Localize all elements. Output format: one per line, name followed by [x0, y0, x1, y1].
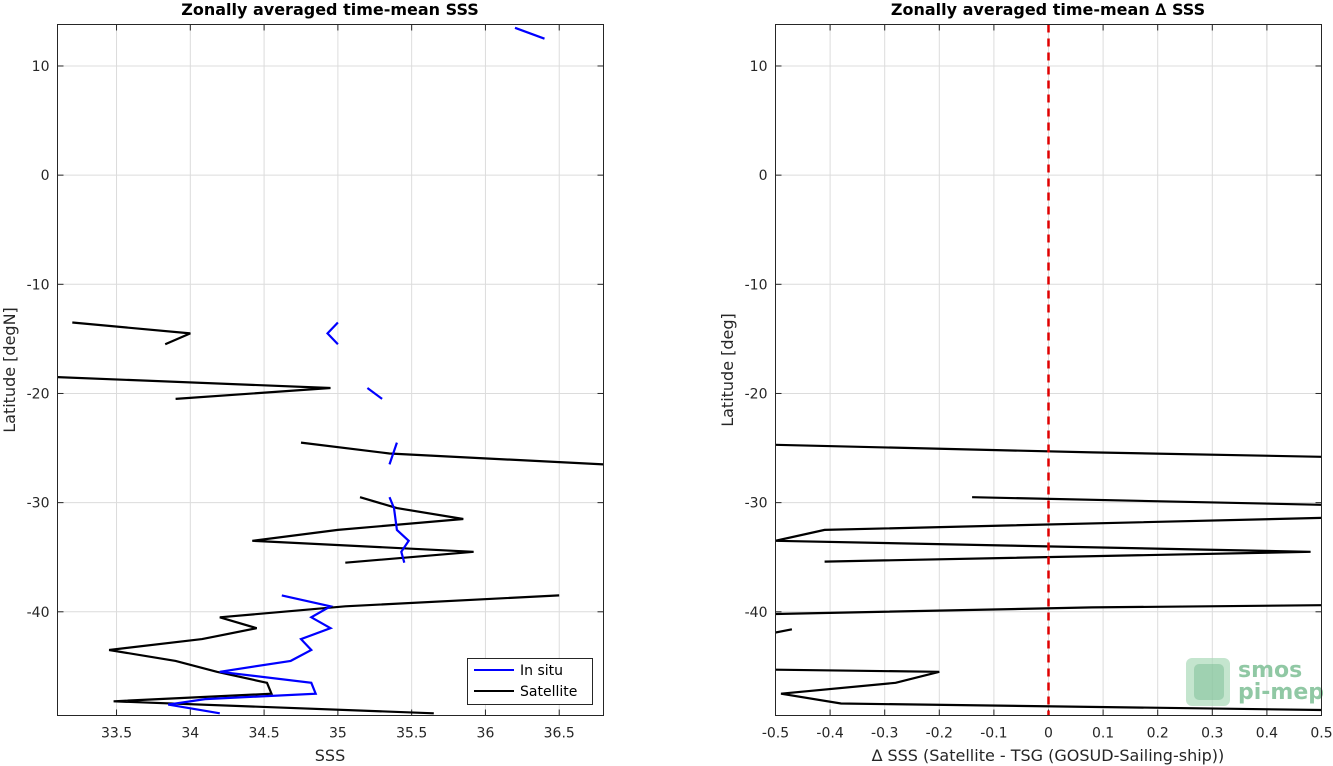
- delta-sss-y-ticks: -40 -30 -20 -10 0 10: [745, 59, 1322, 621]
- delta-sss-y-tick-label: 0: [759, 168, 768, 184]
- delta-sss-lines: [775, 443, 1322, 712]
- delta-sss-series-line: [775, 516, 1322, 563]
- delta-sss-series-line: [775, 668, 1322, 712]
- smos-pi-mep-logo: smos pi-mep: [1186, 658, 1324, 706]
- sss-x-tick-label: 33.5: [101, 726, 132, 742]
- delta-sss-x-label: ∆ SSS (Satellite - TSG (GOSUD-Sailing-sh…: [871, 746, 1225, 765]
- sss-series-line: [514, 26, 545, 40]
- sss-y-tick-label: 10: [32, 59, 50, 75]
- delta-sss-series-line: [775, 443, 1322, 458]
- delta-sss-x-tick-label: -0.3: [871, 726, 898, 742]
- delta-sss-axes-box: [775, 24, 1322, 716]
- sss-y-tick-label: -40: [27, 605, 50, 621]
- sss-series-line: [300, 441, 604, 466]
- sss-y-tick-label: 0: [41, 168, 50, 184]
- sss-series-line: [72, 321, 191, 346]
- delta-sss-x-tick-label: 0: [1044, 726, 1053, 742]
- delta-sss-x-tick-label: 0.4: [1256, 726, 1278, 742]
- sss-x-tick-label: 35.5: [396, 726, 427, 742]
- sss-x-tick-label: 34: [181, 726, 199, 742]
- sss-series-line: [57, 376, 331, 400]
- delta-sss-x-tick-label: -0.2: [926, 726, 953, 742]
- sss-y-tick-label: -30: [27, 496, 50, 512]
- delta-sss-x-tick-label: 0.1: [1092, 726, 1114, 742]
- sss-lines: [57, 26, 604, 715]
- delta-sss-y-tick-label: -10: [745, 277, 768, 293]
- logo-wave-shape-2: [1194, 664, 1224, 700]
- delta-sss-x-tick-label: -0.1: [980, 726, 1007, 742]
- sss-panel: Zonally averaged time-mean SSS 33.5 34 34.…: [0, 0, 604, 765]
- delta-sss-panel: Zonally averaged time-mean ∆ SSS -0.5 -0.…: [718, 0, 1333, 765]
- delta-sss-x-tick-label: 0.5: [1310, 726, 1332, 742]
- delta-sss-y-label: Latitude [deg]: [718, 313, 737, 427]
- legend-box: [467, 658, 593, 705]
- delta-sss-series-line: [972, 496, 1322, 506]
- delta-sss-y-tick-label: -30: [745, 496, 768, 512]
- delta-sss-y-tick-label: 10: [750, 59, 768, 75]
- delta-sss-x-ticks: -0.5 -0.4 -0.3 -0.2 -0.1 0 0.1 0.2 0.3 0.4 0.5: [762, 24, 1333, 742]
- sss-x-tick-label: 35: [329, 726, 347, 742]
- sss-x-ticks: 33.5 34 34.5 35 35.5 36 36.5: [101, 24, 575, 742]
- delta-sss-x-tick-label: 0.3: [1201, 726, 1223, 742]
- legend: In situ Satellite: [467, 658, 593, 705]
- sss-x-tick-label: 36.5: [544, 726, 575, 742]
- sss-x-tick-label: 34.5: [249, 726, 280, 742]
- logo-line2: pi-mep: [1238, 680, 1324, 705]
- sss-series-line: [388, 496, 411, 563]
- sss-series-line: [108, 594, 560, 715]
- delta-sss-series-line: [775, 604, 1322, 616]
- legend-in-situ-label: In situ: [520, 663, 563, 679]
- sss-series-line: [366, 387, 383, 400]
- legend-satellite-label: Satellite: [520, 684, 577, 700]
- sss-panel-title: Zonally averaged time-mean SSS: [181, 0, 479, 19]
- delta-sss-x-tick-label: -0.5: [762, 726, 789, 742]
- delta-sss-series-line: [775, 628, 793, 634]
- sss-series-line: [325, 321, 339, 346]
- delta-sss-x-tick-label: 0.2: [1147, 726, 1169, 742]
- sss-y-ticks: -40 -30 -20 -10 0 10: [27, 59, 604, 621]
- delta-sss-x-tick-label: -0.4: [816, 726, 843, 742]
- sss-y-tick-label: -20: [27, 386, 50, 402]
- sss-y-tick-label: -10: [27, 277, 50, 293]
- delta-sss-panel-title: Zonally averaged time-mean ∆ SSS: [891, 0, 1205, 19]
- sss-series-line: [168, 594, 334, 715]
- sss-series-line: [388, 442, 398, 465]
- sss-x-tick-label: 36: [477, 726, 495, 742]
- sss-grid: [57, 24, 604, 716]
- sss-series-line: [252, 496, 474, 564]
- sss-axes-box: [57, 24, 604, 716]
- delta-sss-y-tick-label: -20: [745, 386, 768, 402]
- sss-x-label: SSS: [315, 746, 345, 765]
- logo-line1: smos: [1238, 658, 1302, 683]
- sss-y-label: Latitude [degN]: [0, 307, 19, 433]
- delta-sss-y-tick-label: -40: [745, 605, 768, 621]
